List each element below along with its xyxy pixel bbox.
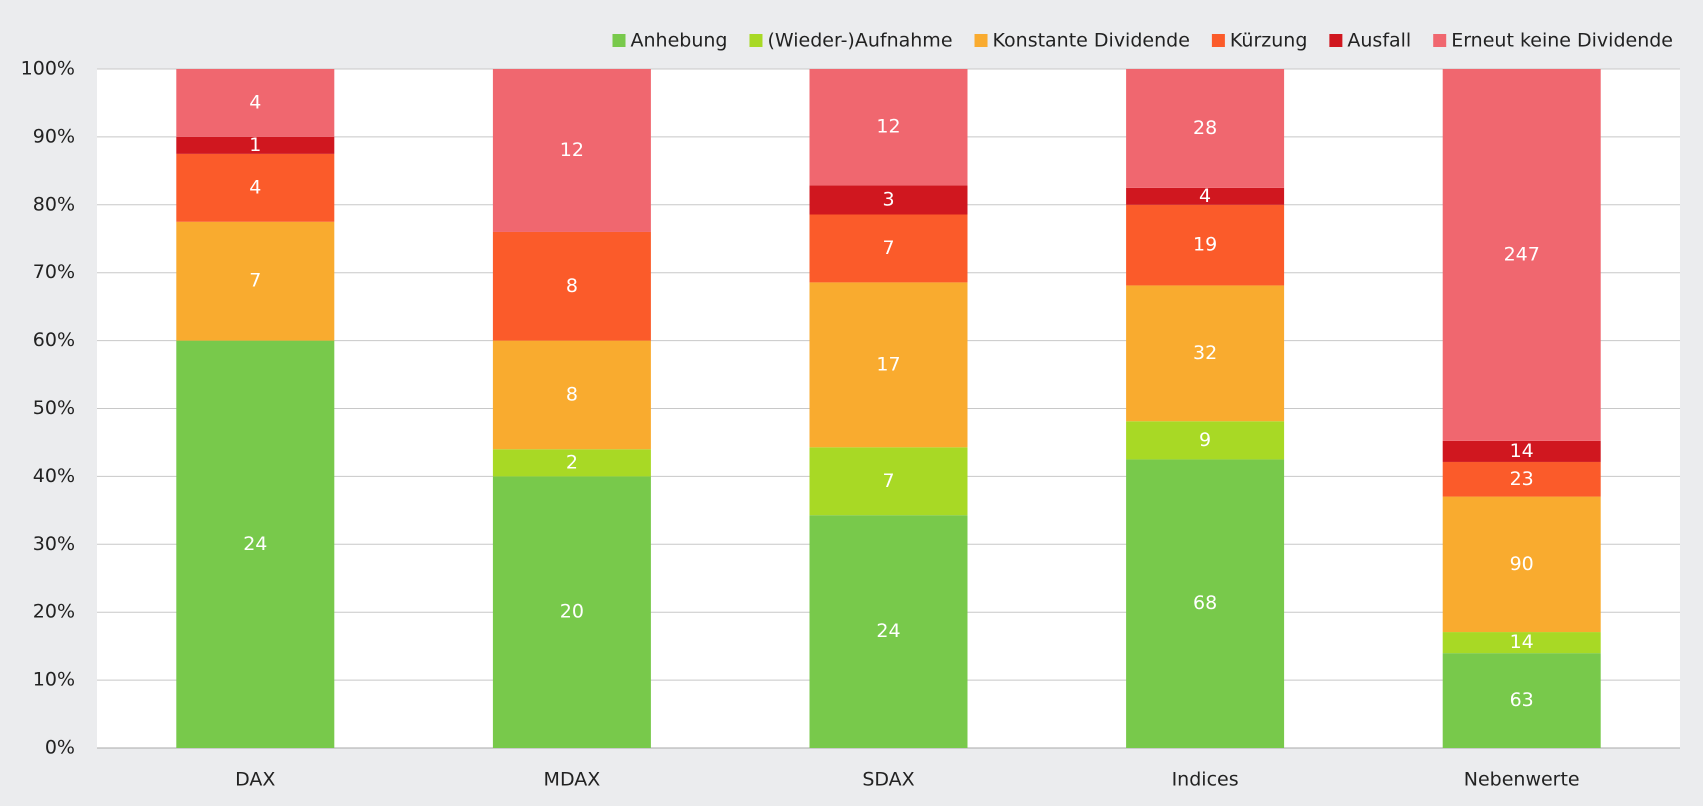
data-label: 19	[1193, 234, 1217, 256]
bar-segment	[176, 153, 335, 222]
bar-segment	[492, 476, 651, 748]
data-label: 17	[876, 353, 900, 375]
bar-segment	[1126, 459, 1285, 748]
bar-segment	[176, 136, 335, 154]
y-tick-label: 70%	[33, 261, 75, 283]
legend-swatch	[749, 34, 763, 47]
bar-segment	[809, 69, 968, 186]
bar-segment	[809, 282, 968, 448]
bar-segment	[1442, 653, 1601, 748]
data-label: 7	[882, 237, 894, 259]
data-label: 247	[1504, 243, 1540, 265]
bar-segment	[1126, 69, 1285, 188]
y-tick-label: 0%	[45, 737, 75, 759]
data-label: 8	[566, 383, 578, 405]
y-tick-label: 10%	[33, 669, 75, 691]
data-label: 24	[243, 533, 267, 555]
y-tick-label: 90%	[33, 125, 75, 147]
data-label: 3	[882, 188, 894, 210]
data-label: 4	[1199, 185, 1211, 207]
legend-label: Ausfall	[1347, 30, 1411, 52]
data-label: 8	[566, 275, 578, 297]
bar-segment	[1126, 285, 1285, 422]
bar-segment	[1442, 632, 1601, 654]
x-tick-label: Indices	[1172, 769, 1239, 791]
data-label: 20	[560, 601, 584, 623]
bar-segment	[1442, 69, 1601, 441]
data-label: 28	[1193, 117, 1217, 139]
x-tick-label: SDAX	[862, 769, 914, 791]
bar-segment	[176, 340, 335, 748]
bar-segment	[1126, 204, 1285, 286]
legend-label: (Wieder-)Aufnahme	[767, 30, 952, 52]
y-tick-label: 60%	[33, 329, 75, 351]
data-label: 4	[249, 91, 261, 113]
data-label: 68	[1193, 592, 1217, 614]
data-label: 2	[566, 451, 578, 473]
data-label: 7	[882, 470, 894, 492]
data-label: 7	[249, 270, 261, 292]
data-label: 12	[876, 116, 900, 138]
x-tick-label: MDAX	[544, 769, 601, 791]
data-label: 32	[1193, 342, 1217, 364]
bar-segment	[809, 185, 968, 215]
y-tick-label: 50%	[33, 397, 75, 419]
bar-segment	[492, 69, 651, 232]
bar-segment	[492, 231, 651, 341]
data-label: 9	[1199, 429, 1211, 451]
y-tick-label: 80%	[33, 193, 75, 215]
y-tick-label: 100%	[21, 58, 75, 80]
data-label: 1	[249, 134, 261, 156]
data-label: 90	[1510, 553, 1534, 575]
bar-segment	[492, 449, 651, 477]
legend-swatch	[612, 34, 626, 47]
y-tick-label: 20%	[33, 601, 75, 623]
legend-swatch	[1329, 34, 1343, 47]
data-label: 14	[1510, 440, 1534, 462]
y-tick-label: 30%	[33, 533, 75, 555]
data-label: 4	[249, 176, 261, 198]
y-tick-label: 40%	[33, 465, 75, 487]
bar-segment	[492, 340, 651, 450]
legend-label: Kürzung	[1230, 30, 1307, 52]
x-tick-label: DAX	[235, 769, 275, 791]
bar-segment	[176, 221, 335, 341]
data-label: 14	[1510, 631, 1534, 653]
data-label: 63	[1510, 689, 1534, 711]
bar-segment	[1442, 461, 1601, 497]
bar-segment	[809, 447, 968, 516]
bar-segment	[809, 515, 968, 748]
legend-label: Konstante Dividende	[993, 30, 1190, 52]
x-tick-label: Nebenwerte	[1464, 769, 1580, 791]
bar-segment	[176, 69, 335, 137]
legend-swatch	[974, 34, 988, 47]
data-label: 24	[876, 620, 900, 642]
data-label: 12	[560, 139, 584, 161]
bar-segment	[1442, 496, 1601, 633]
bar-segment	[1126, 187, 1285, 205]
legend-swatch	[1211, 34, 1225, 47]
bar-segment	[1126, 421, 1285, 460]
legend-label: Anhebung	[631, 30, 728, 52]
bar-segment	[1442, 440, 1601, 462]
legend-swatch	[1433, 34, 1447, 47]
legend-label: Erneut keine Dividende	[1451, 30, 1673, 52]
bar-segment	[809, 214, 968, 283]
data-label: 23	[1510, 468, 1534, 490]
